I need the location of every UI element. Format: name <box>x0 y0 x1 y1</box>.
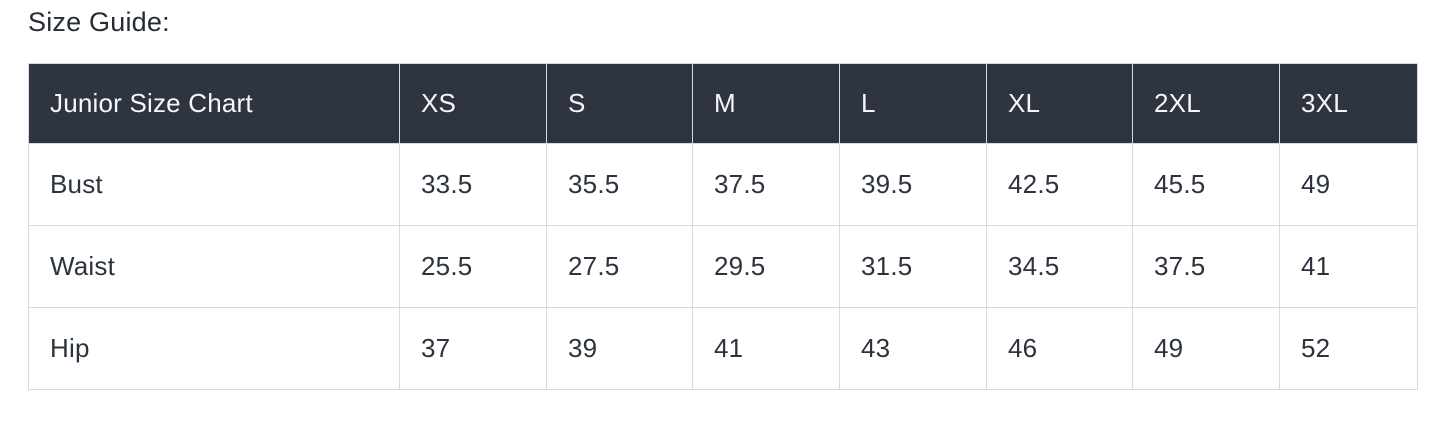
cell-bust-m: 37.5 <box>692 143 840 226</box>
cell-bust-l: 39.5 <box>839 143 987 226</box>
size-chart-header-row: Junior Size Chart XS S M L XL 2XL 3XL <box>28 63 1418 144</box>
table-row-bust: Bust 33.5 35.5 37.5 39.5 42.5 45.5 49 <box>28 143 1418 226</box>
cell-bust-s: 35.5 <box>546 143 693 226</box>
cell-hip-2xl: 49 <box>1132 307 1280 390</box>
cell-hip-s: 39 <box>546 307 693 390</box>
column-header-2xl: 2XL <box>1132 63 1280 144</box>
cell-bust-xs: 33.5 <box>399 143 547 226</box>
size-guide-section: Size Guide: Junior Size Chart XS S M L X… <box>0 5 1445 390</box>
size-guide-title: Size Guide: <box>28 7 170 37</box>
cell-waist-s: 27.5 <box>546 225 693 308</box>
cell-hip-l: 43 <box>839 307 987 390</box>
column-header-xl: XL <box>986 63 1133 144</box>
cell-bust-2xl: 45.5 <box>1132 143 1280 226</box>
cell-waist-xs: 25.5 <box>399 225 547 308</box>
cell-hip-xl: 46 <box>986 307 1133 390</box>
column-header-xs: XS <box>399 63 547 144</box>
cell-waist-l: 31.5 <box>839 225 987 308</box>
cell-waist-3xl: 41 <box>1279 225 1418 308</box>
column-header-3xl: 3XL <box>1279 63 1418 144</box>
cell-hip-m: 41 <box>692 307 840 390</box>
cell-bust-3xl: 49 <box>1279 143 1418 226</box>
cell-hip-xs: 37 <box>399 307 547 390</box>
size-chart-table: Junior Size Chart XS S M L XL 2XL 3XL Bu… <box>28 63 1418 390</box>
row-label-waist: Waist <box>28 225 400 308</box>
column-header-l: L <box>839 63 987 144</box>
cell-waist-2xl: 37.5 <box>1132 225 1280 308</box>
table-row-waist: Waist 25.5 27.5 29.5 31.5 34.5 37.5 41 <box>28 225 1418 308</box>
table-header-row: Junior Size Chart XS S M L XL 2XL 3XL <box>28 63 1418 144</box>
table-row-hip: Hip 37 39 41 43 46 49 52 <box>28 307 1418 390</box>
column-header-s: S <box>546 63 693 144</box>
cell-waist-xl: 34.5 <box>986 225 1133 308</box>
cell-waist-m: 29.5 <box>692 225 840 308</box>
size-chart-body: Bust 33.5 35.5 37.5 39.5 42.5 45.5 49 Wa… <box>28 143 1418 390</box>
column-header-m: M <box>692 63 840 144</box>
cell-hip-3xl: 52 <box>1279 307 1418 390</box>
row-label-bust: Bust <box>28 143 400 226</box>
column-header-chart-name: Junior Size Chart <box>28 63 400 144</box>
row-label-hip: Hip <box>28 307 400 390</box>
cell-bust-xl: 42.5 <box>986 143 1133 226</box>
